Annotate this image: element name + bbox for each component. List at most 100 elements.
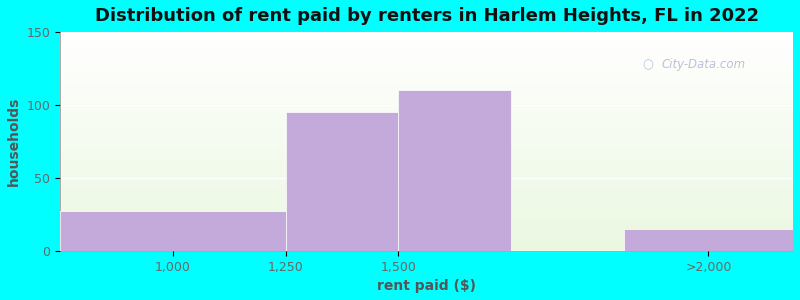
- Bar: [60, 41, 793, 43]
- Bar: [60, 229, 793, 231]
- Bar: [60, 249, 793, 251]
- Bar: [60, 166, 793, 168]
- Bar: [60, 222, 793, 224]
- Bar: [60, 115, 793, 117]
- Bar: [60, 227, 793, 229]
- Bar: [60, 54, 793, 56]
- Bar: [60, 196, 793, 198]
- Bar: [60, 43, 793, 45]
- Bar: [60, 220, 793, 222]
- Bar: [60, 56, 793, 58]
- Text: ○: ○: [642, 58, 654, 71]
- Bar: [60, 246, 793, 249]
- Bar: [60, 214, 793, 216]
- Bar: [60, 203, 793, 205]
- Bar: [60, 207, 793, 209]
- Bar: [60, 61, 793, 63]
- Bar: [60, 150, 793, 152]
- Bar: [60, 244, 793, 246]
- Bar: [60, 58, 793, 61]
- Bar: [60, 104, 793, 106]
- Bar: [60, 95, 793, 98]
- Bar: [60, 170, 793, 172]
- Bar: [60, 181, 793, 183]
- Bar: [60, 63, 793, 65]
- Bar: [60, 168, 793, 170]
- Bar: [60, 71, 793, 74]
- Bar: [60, 192, 793, 194]
- Bar: [60, 236, 793, 238]
- Text: City-Data.com: City-Data.com: [661, 58, 746, 71]
- Bar: [60, 111, 793, 113]
- Bar: [624, 229, 793, 251]
- Bar: [60, 119, 793, 122]
- Bar: [60, 85, 793, 87]
- X-axis label: rent paid ($): rent paid ($): [377, 279, 476, 293]
- Bar: [60, 106, 793, 109]
- Bar: [60, 242, 793, 244]
- Bar: [60, 98, 793, 100]
- Bar: [60, 36, 793, 39]
- Bar: [60, 238, 793, 240]
- Bar: [60, 128, 793, 130]
- Bar: [60, 52, 793, 54]
- Bar: [60, 130, 793, 133]
- Bar: [60, 224, 793, 227]
- Bar: [60, 65, 793, 67]
- Bar: [60, 32, 793, 34]
- Bar: [60, 157, 793, 159]
- Bar: [60, 231, 793, 233]
- Bar: [60, 78, 793, 80]
- Bar: [60, 50, 793, 52]
- Bar: [60, 34, 793, 36]
- Bar: [60, 216, 793, 218]
- Bar: [60, 185, 793, 187]
- Bar: [60, 80, 793, 83]
- Y-axis label: households: households: [7, 97, 21, 186]
- Bar: [398, 90, 511, 251]
- Bar: [60, 212, 286, 251]
- Bar: [60, 154, 793, 157]
- Bar: [60, 240, 793, 242]
- Bar: [60, 87, 793, 89]
- Bar: [286, 112, 398, 251]
- Bar: [60, 163, 793, 166]
- Bar: [60, 100, 793, 102]
- Bar: [60, 194, 793, 196]
- Title: Distribution of rent paid by renters in Harlem Heights, FL in 2022: Distribution of rent paid by renters in …: [94, 7, 758, 25]
- Bar: [60, 126, 793, 128]
- Bar: [60, 113, 793, 115]
- Bar: [60, 187, 793, 190]
- Bar: [60, 212, 793, 214]
- Bar: [60, 47, 793, 50]
- Bar: [60, 200, 793, 203]
- Bar: [60, 172, 793, 174]
- Bar: [60, 178, 793, 181]
- Bar: [60, 183, 793, 185]
- Bar: [60, 124, 793, 126]
- Bar: [60, 76, 793, 78]
- Bar: [60, 198, 793, 200]
- Bar: [60, 139, 793, 141]
- Bar: [60, 174, 793, 176]
- Bar: [60, 209, 793, 212]
- Bar: [60, 190, 793, 192]
- Bar: [60, 67, 793, 69]
- Bar: [60, 159, 793, 161]
- Bar: [60, 148, 793, 150]
- Bar: [60, 91, 793, 93]
- Bar: [60, 93, 793, 95]
- Bar: [60, 137, 793, 139]
- Bar: [60, 152, 793, 154]
- Bar: [60, 39, 793, 41]
- Bar: [60, 218, 793, 220]
- Bar: [60, 135, 793, 137]
- Bar: [60, 89, 793, 91]
- Bar: [60, 122, 793, 124]
- Bar: [60, 161, 793, 163]
- Bar: [60, 117, 793, 119]
- Bar: [60, 133, 793, 135]
- Bar: [60, 233, 793, 236]
- Bar: [60, 109, 793, 111]
- Bar: [60, 102, 793, 104]
